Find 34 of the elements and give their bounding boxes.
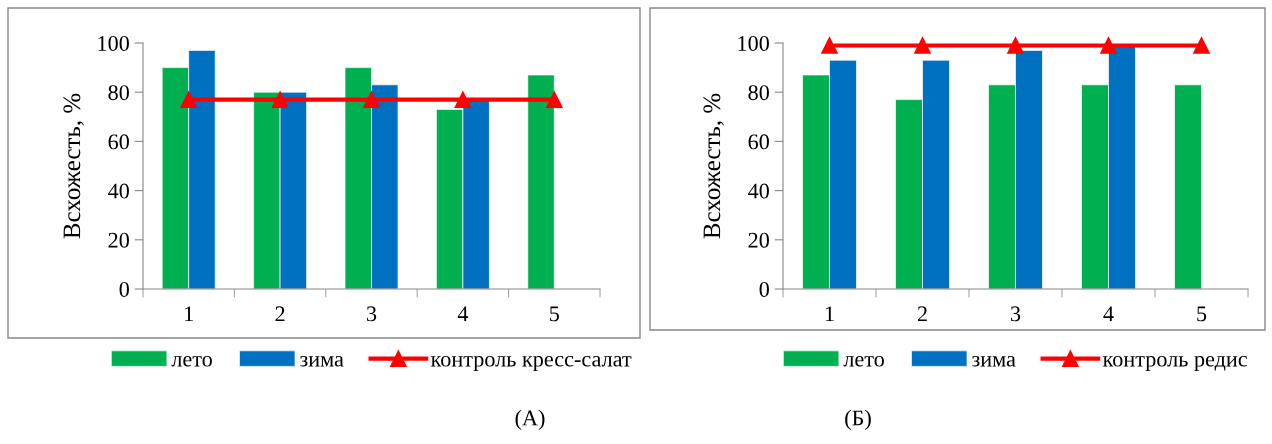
y-tick-label: 40 [748,183,769,199]
x-tick-label: 3 [1011,306,1021,322]
y-axis-title: Всхожесть, % [63,93,84,239]
y-tick-label: 0 [759,281,769,297]
bar [1174,84,1202,289]
y-tick-label: 100 [98,35,129,51]
y-tick-label: 20 [748,232,769,248]
x-tick-label: 3 [367,306,377,322]
y-tick-label: 60 [108,134,129,150]
y-tick-label: 0 [119,281,129,297]
y-tick-label: 100 [738,35,769,51]
x-tick-label: 5 [1197,306,1207,322]
x-tick-label: 1 [825,306,834,322]
x-tick-label: 1 [185,306,193,322]
y-tick-label: 20 [108,232,129,248]
y-tick-label: 80 [108,85,129,101]
y-tick-label: 40 [108,183,129,199]
legend-label: контроль кресс-салат [430,355,632,372]
legend-label: зима [972,355,1016,367]
legend-label: зима [300,355,344,367]
x-tick-label: 4 [1103,306,1114,322]
y-axis-title: Всхожесть, % [703,93,724,239]
text: (А) [515,409,545,430]
x-tick-label: 2 [275,306,285,322]
legend-label: лето [843,355,884,367]
x-tick-label: 4 [457,306,469,322]
y-tick-label: 60 [748,134,769,150]
legend-label: лето [171,355,212,367]
y-tick-label: 80 [748,85,769,101]
text: (Б) [845,409,871,430]
x-tick-label: 5 [550,306,559,322]
x-tick-label: 2 [917,306,927,322]
legend-label: контроль редис [1102,355,1247,372]
bar [527,74,555,289]
